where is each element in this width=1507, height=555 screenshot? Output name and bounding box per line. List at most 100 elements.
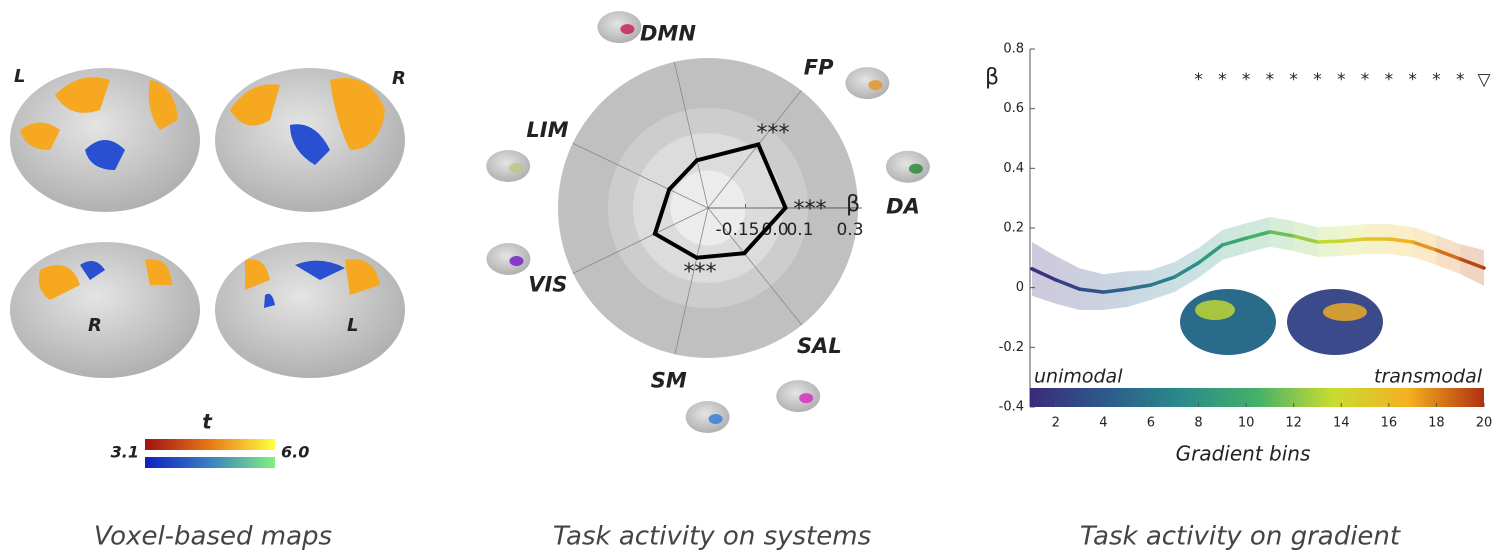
brain-icon-patch: [868, 80, 883, 91]
line-point: [1197, 261, 1201, 265]
brain-icon: [486, 150, 531, 183]
significance-marker: *: [1194, 70, 1203, 90]
category-label: LIM: [526, 118, 568, 142]
significance: ***: [794, 197, 827, 222]
line-point: [1054, 278, 1058, 282]
hemisphere-label: L: [14, 66, 25, 87]
colorbar-min: 3.1: [111, 443, 139, 462]
hemisphere-label: L: [347, 315, 358, 336]
line-point: [1268, 230, 1272, 234]
significance-marker: *: [1289, 70, 1298, 90]
significance-marker: *: [1432, 70, 1441, 90]
line-point: [1292, 234, 1296, 238]
spoke: [707, 90, 802, 209]
line-segment: [1268, 230, 1296, 238]
spoke: [572, 207, 709, 274]
line-segment: [1315, 239, 1344, 244]
spoke: [673, 61, 709, 209]
line-point: [1458, 257, 1462, 261]
significance-marker: *: [1266, 70, 1275, 90]
radar-vertex: [783, 205, 788, 210]
radar-vertex: [667, 187, 672, 192]
colorbar: [1030, 388, 1484, 407]
brain-maps: L R R L t 3.1 6.0 Voxel-based maps: [10, 66, 406, 552]
x-axis-label: Gradient bins: [1176, 442, 1311, 466]
line-segment: [1291, 234, 1320, 244]
radar-vertex: [694, 255, 699, 260]
brain-icon-patch: [799, 393, 814, 404]
significance-marker: *: [1456, 70, 1465, 90]
x-tick-label: 6: [1147, 416, 1155, 431]
hemisphere-label: R: [392, 68, 406, 89]
r-axis-label: β: [846, 192, 860, 217]
colorbar-label: unimodal: [1034, 366, 1123, 388]
brain-icon: [845, 67, 890, 100]
significance: ***: [757, 121, 790, 146]
line-segment: [1149, 275, 1177, 287]
line-segment: [1030, 267, 1058, 282]
brain-icon-patch: [908, 163, 923, 174]
gradient-brain: [1180, 289, 1276, 355]
gradient-brain-patch: [1323, 303, 1367, 321]
x-tick-label: 12: [1285, 416, 1302, 431]
line-point: [1363, 237, 1367, 241]
significance-marker: *: [1361, 70, 1370, 90]
y-tick-label: -0.2: [999, 340, 1024, 355]
brain-icon: [486, 242, 531, 275]
line-point: [1030, 267, 1034, 271]
line-point: [1244, 236, 1248, 240]
x-tick-label: 4: [1099, 416, 1107, 431]
hemisphere-label: R: [88, 315, 102, 336]
line-segment: [1387, 237, 1415, 244]
radar-vertex: [652, 231, 657, 236]
x-tick-label: 14: [1333, 416, 1350, 431]
line-point: [1339, 239, 1343, 243]
line-segment: [1101, 287, 1129, 294]
r-tick-label: 0.1: [786, 220, 813, 240]
significance-marker: *: [1385, 70, 1394, 90]
x-tick-label: 18: [1428, 416, 1445, 431]
line-point: [1482, 266, 1486, 270]
y-tick-label: 0.4: [1003, 161, 1024, 176]
spoke: [707, 207, 803, 326]
y-tick-label: -0.4: [999, 400, 1024, 415]
line-point: [1315, 240, 1319, 244]
brain-icon: [776, 380, 821, 413]
y-tick-label: 0.8: [1003, 42, 1024, 57]
x-tick-label: 16: [1381, 416, 1398, 431]
caption: Task activity on systems: [553, 522, 871, 552]
brain-icon-patch: [708, 413, 723, 424]
line-segment: [1434, 248, 1462, 261]
category-label: VIS: [528, 273, 567, 297]
category-label: DMN: [640, 22, 696, 46]
y-axis-label: β: [985, 65, 999, 90]
line-segment: [1339, 237, 1367, 243]
line-point: [1434, 248, 1438, 252]
category-label: SM: [651, 369, 687, 393]
gradient-brain: [1287, 289, 1383, 355]
line-point: [1101, 290, 1105, 294]
caption: Task activity on gradient: [1080, 522, 1401, 552]
radar-vertex: [694, 158, 699, 163]
brain-icon-patch: [620, 24, 635, 35]
spoke: [674, 207, 709, 355]
significance: ***: [684, 260, 717, 285]
brain-icon-patch: [509, 255, 524, 266]
y-tick-label: 0: [1016, 280, 1024, 295]
line-point: [1078, 287, 1082, 291]
x-tick-label: 8: [1194, 416, 1202, 431]
brain-icon: [885, 150, 930, 183]
line-point: [1411, 240, 1415, 244]
significance-marker: *: [1337, 70, 1346, 90]
colorbar-cool: [145, 457, 275, 468]
r-tick-label: -0.15: [716, 220, 760, 240]
brain-icon: [597, 11, 642, 44]
caption: Voxel-based maps: [94, 522, 332, 552]
colorbar-warm: [145, 439, 275, 450]
colorbar-max: 6.0: [281, 443, 309, 462]
radar-outline: [652, 142, 788, 260]
significance-marker: *: [1408, 70, 1417, 90]
line-segment: [1220, 236, 1248, 247]
category-label: FP: [804, 56, 834, 80]
